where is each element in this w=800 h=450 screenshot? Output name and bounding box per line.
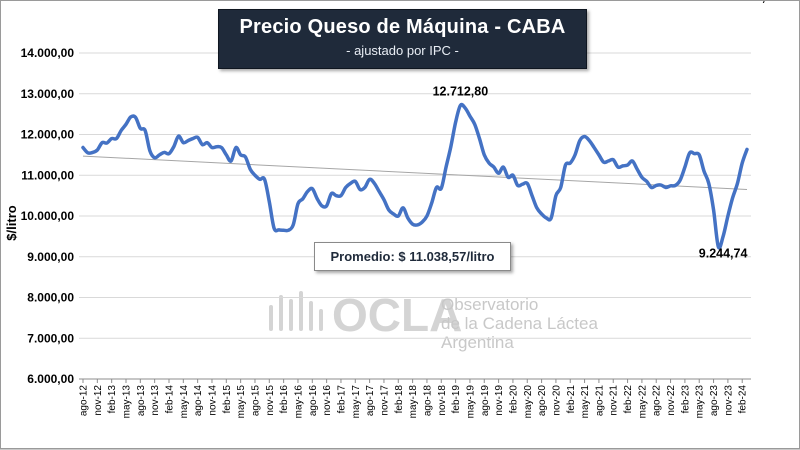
x-tick-label: nov-12 [93,385,104,416]
x-tick-label: may-15 [236,385,247,419]
x-tick-label: ago-16 [308,385,319,417]
x-tick-label: may-16 [293,385,304,419]
y-axis-ticks: 6.000,00 7.000,00 8.000,00 9.000,00 10.000,0… [21,46,75,386]
x-tick-label: ago-17 [365,385,376,417]
x-tick-label: may-18 [408,385,419,419]
y-tick-label: 14.000,00 [21,46,75,60]
y-tick-label: 7.000,00 [27,331,74,345]
x-tick-label: nov-21 [609,385,620,416]
data-label: 12.712,80 [433,84,489,98]
watermark-line2: de la Cadena Láctea [441,314,598,333]
x-tick-label: feb-18 [394,385,405,414]
y-tick-label: 9.000,00 [27,250,74,264]
y-tick-label: 8.000,00 [27,291,74,305]
x-tick-label: ago-18 [422,385,433,417]
x-tick-label: may-17 [351,385,362,419]
x-tick-label: may-20 [523,385,534,419]
data-label: 9.244,74 [699,246,748,260]
data-labels: 12.712,80 9.244,74 11.633,58 [433,1,780,260]
x-tick-label: may-13 [121,385,132,419]
x-tick-label: ago-15 [250,385,261,417]
y-tick-label: 10.000,00 [21,209,75,223]
x-tick-label: ago-20 [537,385,548,417]
x-tick-label: feb-15 [222,385,233,414]
trendline [82,155,748,191]
x-tick-label: nov-18 [437,385,448,416]
x-tick-label: nov-15 [265,385,276,416]
x-tick-label: feb-22 [623,385,634,414]
chart-title-box: Precio Queso de Máquina - CABA - ajustad… [218,9,587,69]
series-line [81,102,749,250]
y-tick-label: 13.000,00 [21,87,75,101]
y-axis-label: $/litro [4,205,19,240]
x-tick-label: ago-14 [193,385,204,417]
y-tick-label: 6.000,00 [27,372,74,386]
x-tick-label: ago-21 [594,385,605,417]
x-tick-label: may-22 [637,385,648,419]
x-tick-label: feb-24 [738,385,749,414]
y-tick-label: 11.000,00 [21,168,74,182]
ocla-watermark: OCLA Observatorio de la Cadena Láctea Ar… [269,289,598,352]
watermark-line3: Argentina [441,333,514,352]
x-tick-label: feb-14 [164,385,175,414]
x-tick-label: ago-22 [652,385,663,417]
x-tick-label: nov-22 [666,385,677,416]
data-label: 11.633,58 [724,1,779,4]
x-tick-label: ago-19 [480,385,491,417]
ocla-logo-icon [269,291,323,331]
x-axis-ticks: ago-12 nov-12 feb-13 may-13 ago-13 nov-13 feb-… [79,379,749,418]
x-tick-label: feb-20 [508,385,519,414]
x-tick-label: nov-19 [494,385,505,416]
x-tick-label: may-19 [465,385,476,419]
x-tick-label: feb-19 [451,385,462,414]
x-tick-label: feb-17 [336,385,347,414]
x-tick-label: nov-20 [551,385,562,416]
x-tick-label: nov-23 [723,385,734,416]
average-annotation: Promedio: $ 11.038,57/litro [314,242,511,271]
x-tick-label: may-21 [580,385,591,419]
x-tick-label: ago-23 [709,385,720,417]
x-tick-label: may-23 [695,385,706,419]
x-tick-label: may-14 [179,385,190,419]
y-tick-label: 12.000,00 [21,128,75,142]
x-tick-label: nov-14 [207,385,218,416]
chart-subtitle: - ajustado por IPC - [346,43,459,58]
x-tick-label: nov-13 [150,385,161,416]
x-tick-label: nov-17 [379,385,390,416]
x-tick-label: nov-16 [322,385,333,416]
chart-title: Precio Queso de Máquina - CABA [239,16,566,38]
x-tick-label: ago-12 [79,385,90,417]
x-tick-label: feb-21 [566,385,577,414]
watermark-line1: Observatorio [441,295,538,314]
x-tick-label: feb-23 [680,385,691,414]
x-tick-label: feb-16 [279,385,290,414]
x-tick-label: feb-13 [107,385,118,414]
x-tick-label: ago-13 [136,385,147,417]
